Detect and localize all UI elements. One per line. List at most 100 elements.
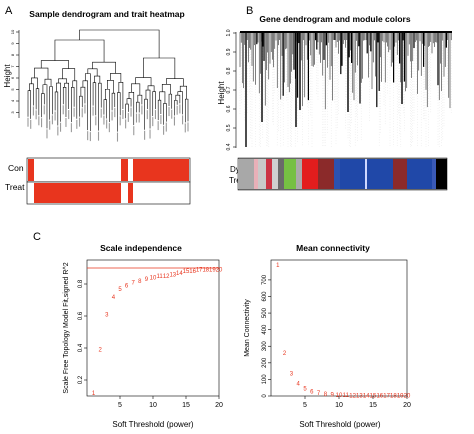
x-tick-label: 15: [182, 402, 190, 409]
mean-connectivity-ylabel: Mean Connectivity: [244, 299, 251, 357]
module-segment: [238, 159, 254, 189]
dendrogram-branch: [56, 82, 61, 122]
power-point-12: 12: [163, 274, 170, 280]
power-point-8: 8: [324, 392, 328, 398]
x-tick-label: 20: [215, 402, 223, 409]
scale-independence-ylabel: Scale Free Topology Model Fit,signed R^2: [63, 262, 70, 393]
panel-a-ytick-label: 4: [10, 99, 15, 102]
dendrogram-branch: [58, 78, 67, 84]
y-tick-label: 0: [262, 394, 268, 398]
power-point-6: 6: [310, 389, 314, 395]
dendrogram-branch: [41, 93, 45, 118]
heatmap-cell-con: [28, 159, 34, 181]
panel-a-ytick-label: 3: [10, 111, 15, 114]
y-tick-label: 100: [262, 374, 268, 385]
heatmap-cell-con: [133, 159, 189, 181]
power-point-17: 17: [196, 268, 203, 274]
power-point-2: 2: [99, 348, 103, 354]
scale-independence-xlabel: Soft Threshold (power): [112, 420, 194, 429]
dendrogram-branch: [98, 82, 102, 131]
dendrogram-branch: [87, 68, 98, 77]
module-segment: [278, 159, 284, 189]
y-tick-label: 400: [262, 324, 268, 335]
power-point-16: 16: [189, 269, 196, 275]
gene-dendrogram: [239, 31, 452, 147]
panel-b-y-ticks: 1.0 0.9 0.8 0.7 0.6 0.5 0.4: [226, 29, 236, 150]
power-point-14: 14: [363, 394, 370, 400]
dendrogram-branch: [135, 77, 152, 86]
module-segment: [302, 159, 318, 189]
module-segment: [272, 159, 278, 189]
power-point-1: 1: [92, 391, 96, 397]
y-tick-label: 500: [262, 307, 268, 318]
power-point-4: 4: [297, 382, 301, 388]
panel-a-y-ticks: 10 9 8 7 6 5 4 3: [10, 29, 19, 114]
dendrogram-branch: [104, 88, 110, 123]
y-tick-label: 0.6: [78, 311, 84, 320]
module-segment: [365, 159, 367, 189]
power-point-5: 5: [118, 287, 122, 293]
power-point-10: 10: [150, 276, 157, 282]
dendrogram-branch: [72, 80, 78, 119]
power-point-11: 11: [156, 274, 163, 280]
dendrogram-branch: [117, 92, 121, 132]
power-point-20: 20: [216, 268, 223, 274]
power-point-3: 3: [105, 312, 109, 318]
power-point-7: 7: [132, 280, 136, 286]
x-tick-label: 10: [335, 402, 343, 409]
module-segment: [436, 159, 447, 189]
dendrogram-branch: [159, 91, 166, 104]
power-point-13: 13: [169, 272, 176, 278]
scale-independence-plot: Scale independence Scale Free Topology M…: [63, 243, 223, 429]
panel-b-ytick-label: 0.5: [226, 124, 232, 131]
dendrogram-branch: [168, 93, 173, 109]
power-point-19: 19: [397, 394, 404, 400]
dendrogram-branch: [71, 86, 75, 123]
dendrogram-branch: [107, 80, 114, 94]
dendrogram-branch: [111, 92, 116, 111]
power-point-3: 3: [290, 372, 294, 378]
y-tick-label: 600: [262, 291, 268, 302]
dendrogram-branch: [49, 86, 53, 120]
dendrogram-branch: [118, 82, 124, 109]
power-point-9: 9: [331, 393, 335, 399]
panel-b-ylabel: Height: [217, 81, 226, 105]
trait-label-con: Con: [8, 163, 24, 173]
module-segment: [334, 159, 340, 189]
dendrogram-branch: [145, 89, 151, 129]
dendrogram-branch: [177, 91, 183, 115]
panel-a-title: Sample dendrogram and trait heatmap: [29, 9, 184, 19]
dendrogram-branch: [143, 57, 176, 79]
dendrogram-branch: [27, 90, 32, 119]
mean-connectivity-xlabel: Soft Threshold (power): [299, 420, 381, 429]
power-point-15: 15: [370, 394, 377, 400]
trait-label-treat: Treat: [5, 182, 25, 192]
module-segment: [266, 159, 272, 189]
panel-a-ytick-label: 5: [10, 88, 15, 91]
panel-b-ytick-label: 1.0: [226, 29, 232, 36]
module-segment: [296, 159, 302, 189]
dendrogram-branch: [110, 73, 122, 83]
panel-a-ytick-label: 10: [10, 29, 15, 34]
module-segment: [284, 159, 296, 189]
panel-a-ylabel: Height: [3, 64, 12, 88]
dendrogram-branch: [184, 98, 189, 123]
power-point-17: 17: [383, 394, 390, 400]
module-segment: [407, 159, 432, 189]
power-point-7: 7: [317, 391, 321, 397]
dendrogram-branch: [157, 99, 162, 121]
y-tick-label: 200: [262, 357, 268, 368]
dendrogram-branch: [54, 39, 105, 63]
panel-b-ytick-label: 0.8: [226, 67, 232, 74]
dendrogram-branch: [29, 83, 34, 106]
y-tick-label: 0.4: [78, 343, 84, 352]
power-point-9: 9: [145, 277, 149, 283]
dendrogram-branch: [131, 83, 141, 96]
y-tick-label: 0.8: [78, 279, 84, 288]
x-tick-label: 20: [403, 402, 411, 409]
dendrogram-branch: [136, 101, 140, 113]
power-point-4: 4: [112, 295, 116, 301]
